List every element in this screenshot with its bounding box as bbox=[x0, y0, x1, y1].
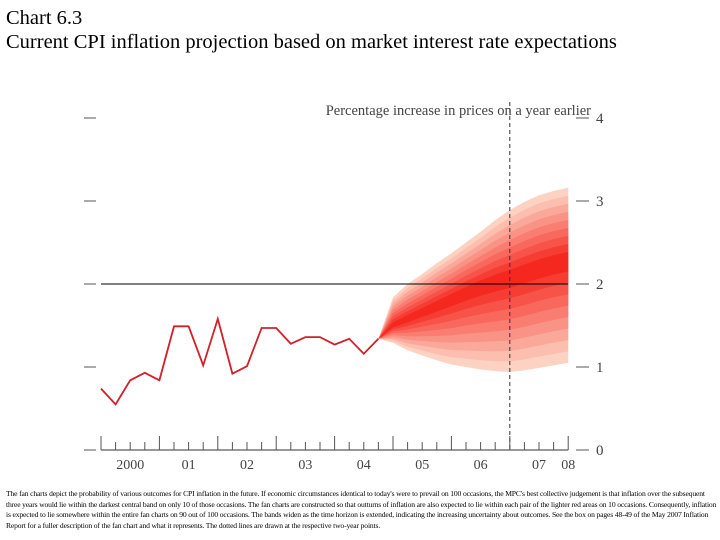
fan-bands bbox=[378, 187, 569, 372]
y-axis-label: Percentage increase in prices on a year … bbox=[326, 103, 591, 119]
x-tick-label: 04 bbox=[357, 458, 371, 473]
x-tick-label: 02 bbox=[240, 458, 254, 473]
x-tick-label: 2000 bbox=[116, 458, 144, 473]
x-tick-label: 08 bbox=[561, 458, 575, 473]
y-tick-label: 2 bbox=[596, 277, 604, 293]
chart-number: Chart 6.3 bbox=[6, 7, 83, 29]
x-tick-label: 01 bbox=[182, 458, 196, 473]
x-tick-label: 06 bbox=[474, 458, 488, 473]
chart-caption: Current CPI inflation projection based o… bbox=[6, 31, 617, 53]
x-tick-label: 05 bbox=[415, 458, 429, 473]
y-tick-label: 4 bbox=[596, 111, 604, 127]
y-tick-label: 1 bbox=[596, 360, 604, 376]
y-tick-label: 3 bbox=[596, 194, 604, 210]
x-tick-label: 07 bbox=[532, 458, 546, 473]
history-line bbox=[100, 315, 380, 406]
x-tick-label: 03 bbox=[298, 458, 312, 473]
fan-band-1 bbox=[378, 251, 569, 339]
chart-title: Chart 6.3 Current CPI inflation projecti… bbox=[6, 6, 646, 54]
footnote: The fan charts depict the probability of… bbox=[6, 489, 717, 530]
y-tick-label: 0 bbox=[596, 443, 604, 459]
